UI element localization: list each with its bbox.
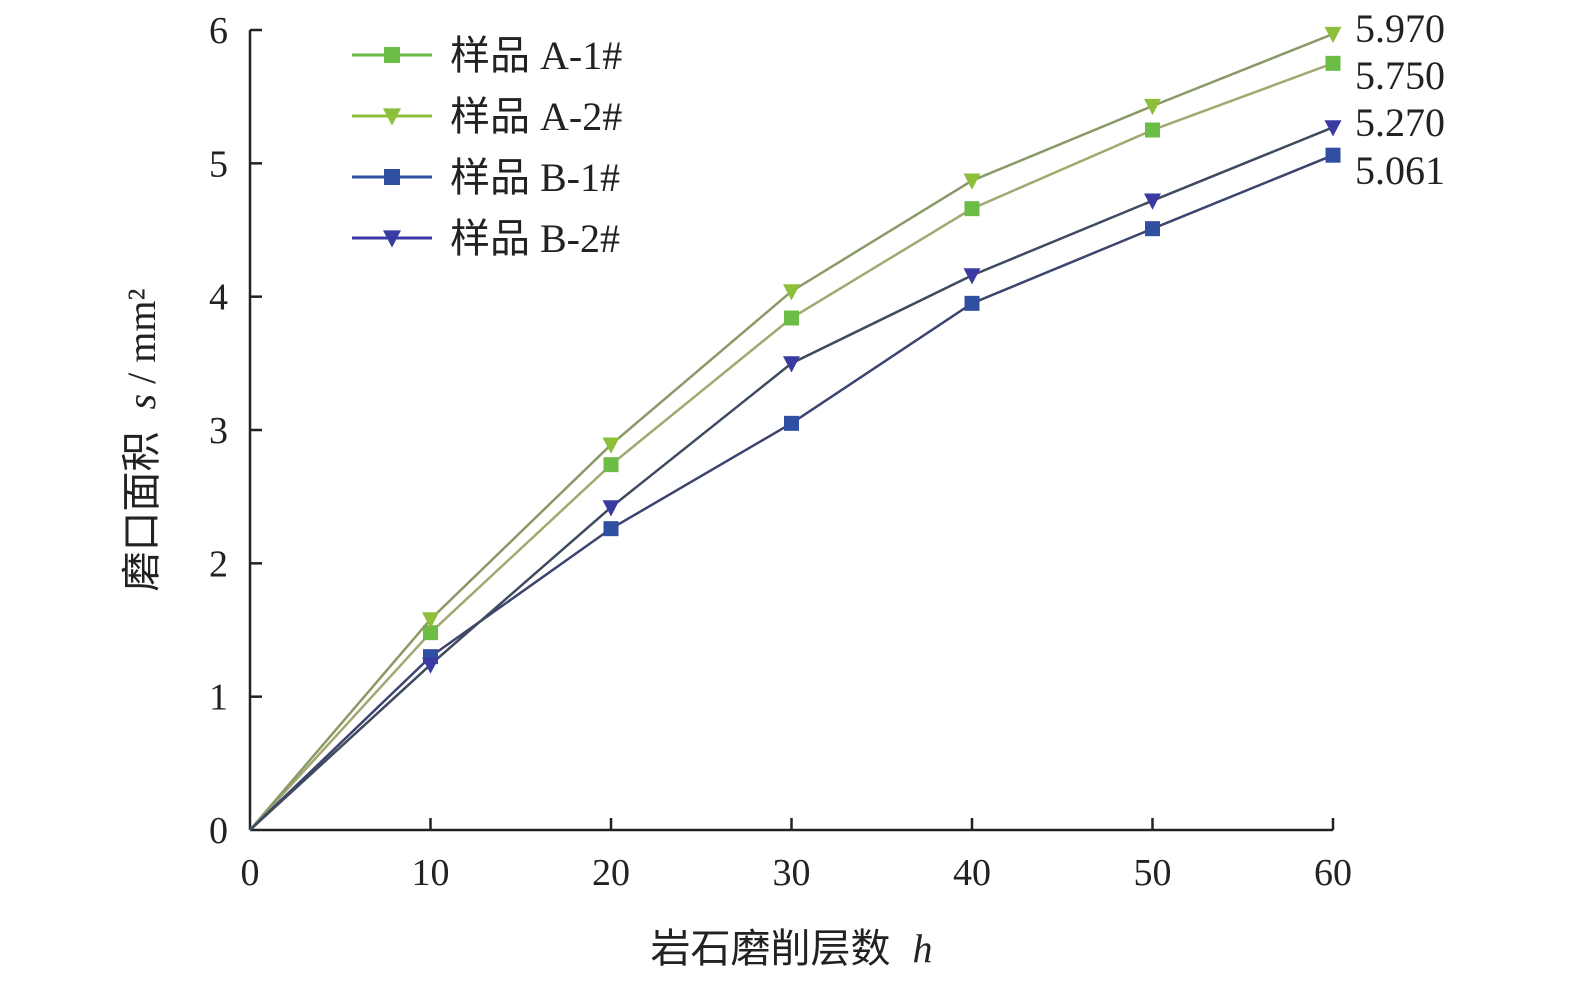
- data-point: [422, 612, 439, 629]
- y-tick-label: 3: [209, 410, 228, 452]
- end-value-label: 5.270: [1355, 100, 1445, 145]
- y-tick-label: 1: [209, 677, 228, 719]
- data-point: [964, 295, 980, 311]
- data-point: [784, 310, 799, 326]
- data-point: [1325, 55, 1341, 71]
- y-axis-unit: mm²: [119, 289, 164, 363]
- x-tick-label: 30: [773, 852, 811, 894]
- series-3: [249, 147, 1341, 831]
- legend-label: 样品 A-2#: [450, 94, 622, 139]
- data-point: [1325, 147, 1341, 163]
- y-tick-label: 0: [209, 810, 228, 852]
- y-axis-title-text: 磨口面积: [119, 431, 164, 591]
- series-layer: [249, 26, 1342, 831]
- x-tick-label: 0: [241, 852, 260, 894]
- y-tick-label: 6: [209, 10, 228, 52]
- legend-marker: [384, 169, 400, 185]
- x-tick-label: 10: [412, 852, 450, 894]
- data-point: [1144, 98, 1161, 116]
- series-4: [249, 120, 1342, 831]
- legend-marker: [384, 47, 400, 63]
- data-point: [1324, 120, 1342, 137]
- y-ticks: 0 1 2 3 4 5 6: [209, 10, 262, 852]
- legend-item: 样品 B-2#: [352, 216, 620, 261]
- data-point: [783, 356, 800, 373]
- data-point: [602, 500, 620, 517]
- data-point: [422, 657, 439, 674]
- data-point: [784, 415, 799, 431]
- data-point: [1145, 122, 1160, 138]
- data-point: [423, 625, 438, 641]
- series-line: [249, 154, 1334, 831]
- y-tick-label: 2: [209, 543, 228, 585]
- y-axis-separator: /: [119, 363, 164, 384]
- x-tick-label: 50: [1134, 852, 1172, 894]
- legend-label: 样品 B-1#: [450, 155, 620, 200]
- y-tick-label: 5: [209, 143, 228, 185]
- x-axis-title-text: 岩石磨削层数: [651, 926, 891, 971]
- data-point: [1145, 221, 1160, 237]
- data-point: [603, 457, 619, 473]
- data-point: [1144, 193, 1161, 210]
- series-line: [249, 126, 1334, 831]
- series-line: [249, 32, 1334, 831]
- legend-item: 样品 B-1#: [352, 155, 620, 200]
- legend-marker: [383, 108, 401, 126]
- legend: 样品 A-1# 样品 A-2# 样品 B-1# 样品 B-2#: [352, 33, 622, 261]
- x-ticks: 0 10 20 30 40 50 60: [241, 818, 1352, 894]
- data-point: [602, 437, 620, 454]
- legend-label: 样品 A-1#: [450, 33, 622, 78]
- y-tick-label: 4: [209, 277, 228, 319]
- legend-marker: [383, 230, 401, 248]
- y-axis-title: 磨口面积 s / mm²: [119, 289, 164, 592]
- x-axis-variable: h: [913, 926, 933, 971]
- legend-label: 样品 B-2#: [450, 216, 620, 261]
- series-1: [249, 55, 1341, 831]
- data-point: [963, 268, 981, 285]
- x-axis-title: 岩石磨削层数 h: [651, 926, 933, 971]
- data-point: [963, 173, 981, 190]
- series-2: [249, 26, 1342, 831]
- end-value-label: 5.750: [1355, 53, 1445, 98]
- x-tick-label: 40: [953, 852, 991, 894]
- data-point: [1324, 26, 1342, 44]
- x-tick-label: 20: [592, 852, 630, 894]
- data-point: [783, 284, 800, 301]
- legend-item: 样品 A-2#: [352, 94, 622, 139]
- legend-item: 样品 A-1#: [352, 33, 622, 78]
- axes: 0 10 20 30 40 50 60 0 1 2 3 4 5 6: [209, 10, 1352, 894]
- x-tick-label: 60: [1314, 852, 1352, 894]
- data-point: [603, 521, 619, 537]
- end-value-label: 5.061: [1355, 148, 1445, 193]
- data-point: [964, 201, 980, 217]
- y-axis-variable: s: [119, 394, 164, 410]
- end-value-label: 5.970: [1355, 6, 1445, 51]
